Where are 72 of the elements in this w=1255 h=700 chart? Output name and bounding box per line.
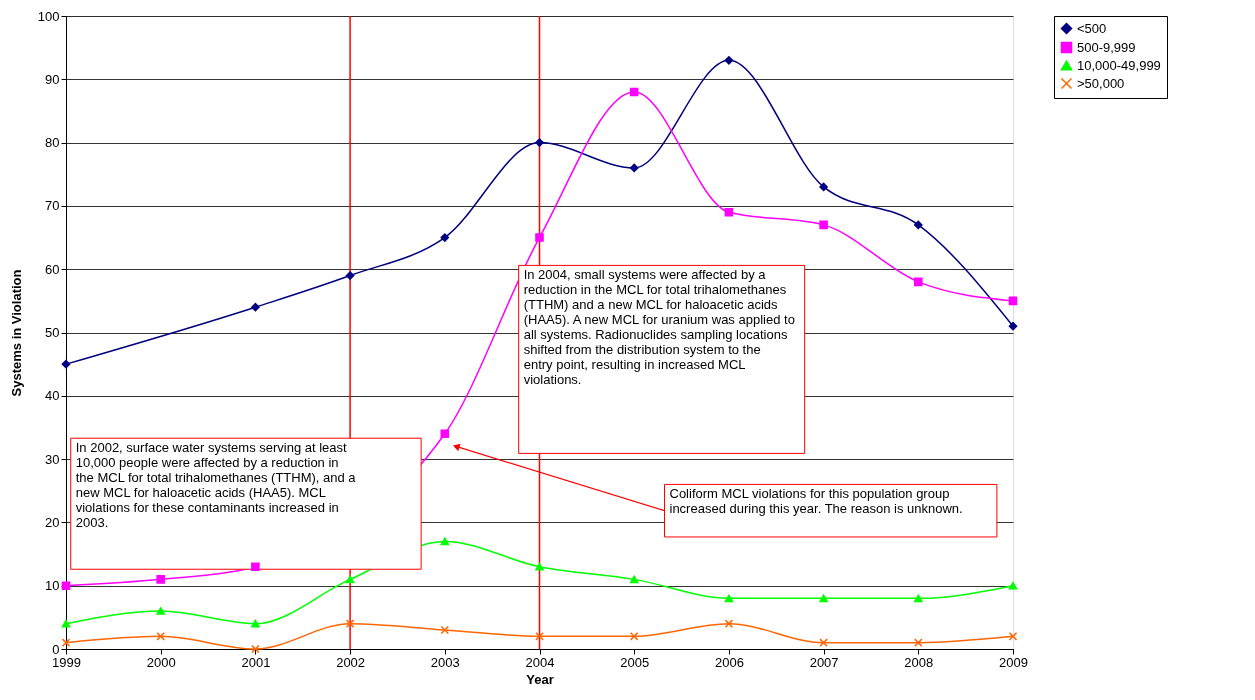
x-tick-label: 2001 xyxy=(241,654,271,670)
x-tick-label: 2007 xyxy=(809,654,839,670)
y-tick-label: 60 xyxy=(45,261,60,277)
x-tick-label: 2006 xyxy=(714,654,744,670)
point xyxy=(724,594,734,603)
legend-label: <500 xyxy=(1077,20,1107,36)
legend-label: 10,000-49,999 xyxy=(1077,57,1161,73)
point xyxy=(251,562,260,571)
point xyxy=(156,607,165,615)
y-tick-label: 20 xyxy=(45,514,60,530)
point xyxy=(629,163,639,173)
x-axis-title: Year xyxy=(526,671,554,687)
y-tick-label: 10 xyxy=(45,578,60,594)
point xyxy=(251,644,260,654)
point xyxy=(440,429,450,439)
point xyxy=(819,594,828,603)
point xyxy=(914,594,923,603)
point xyxy=(535,562,544,571)
x-tick-label: 2004 xyxy=(525,654,555,670)
point xyxy=(914,277,923,287)
point xyxy=(61,619,71,628)
point xyxy=(1008,581,1018,590)
point xyxy=(251,302,260,312)
point xyxy=(535,138,544,147)
point xyxy=(251,619,260,628)
annotation: Coliform MCL violations for this population group increased during this year. The reason is unknown. xyxy=(669,486,963,517)
point xyxy=(914,220,923,230)
point xyxy=(819,182,828,192)
annotation: In 2002, surface water systems serving at least 10,000 people were affected by a reduction in the MCL for total trihalomethanes (TTHM), and a new MCL for haloacetic acids (HAA5). MCL violations for these contaminants increased in 2003. xyxy=(75,440,357,531)
point xyxy=(724,207,734,217)
point xyxy=(345,575,355,584)
y-axis-title: Systems in Violation xyxy=(8,269,24,397)
point xyxy=(1008,296,1018,306)
y-tick-label: 100 xyxy=(37,8,60,24)
point xyxy=(629,632,639,641)
point xyxy=(440,625,450,635)
point xyxy=(629,87,639,97)
point xyxy=(61,359,71,369)
y-tick-label: 30 xyxy=(45,451,60,467)
y-tick-label: 70 xyxy=(45,198,60,214)
point xyxy=(440,537,450,546)
point xyxy=(156,575,165,584)
point xyxy=(535,233,544,242)
x-tick-label: 2008 xyxy=(904,654,934,670)
y-tick-label: 0 xyxy=(52,641,60,657)
point xyxy=(440,233,450,242)
y-tick-label: 80 xyxy=(45,135,60,151)
point xyxy=(819,638,828,647)
y-tick-label: 90 xyxy=(45,71,60,87)
point xyxy=(1008,321,1018,331)
x-tick-label: 2005 xyxy=(620,654,650,670)
x-tick-label: 2000 xyxy=(146,654,176,670)
point xyxy=(1008,632,1018,641)
point xyxy=(345,271,355,280)
point xyxy=(819,220,828,230)
y-tick-label: 50 xyxy=(45,325,60,340)
x-tick-label: 2002 xyxy=(336,654,366,670)
point xyxy=(724,56,734,65)
point xyxy=(535,632,544,641)
annotation: In 2004, small systems were affected by a reduction in the MCL for total trihalomethanes (TTHM) and a new MCL for haloacetic acids (HAA5). A new MCL for uranium was applied to all systems. Radionuclides sampling locations shifted from the distribution system to the entry point, resulting in increased MCL violations. xyxy=(523,267,795,388)
legend-label: >50,000 xyxy=(1077,75,1125,91)
point xyxy=(156,632,165,641)
point xyxy=(914,638,923,647)
point xyxy=(61,581,71,590)
point xyxy=(629,575,639,584)
point xyxy=(724,619,734,628)
y-tick-label: 40 xyxy=(45,388,60,404)
x-tick-label: 2003 xyxy=(430,654,460,670)
x-tick-label: 1999 xyxy=(52,654,81,670)
point xyxy=(345,619,355,628)
legend-label: 500-9,999 xyxy=(1077,39,1136,55)
x-tick-label: 2009 xyxy=(999,654,1028,670)
